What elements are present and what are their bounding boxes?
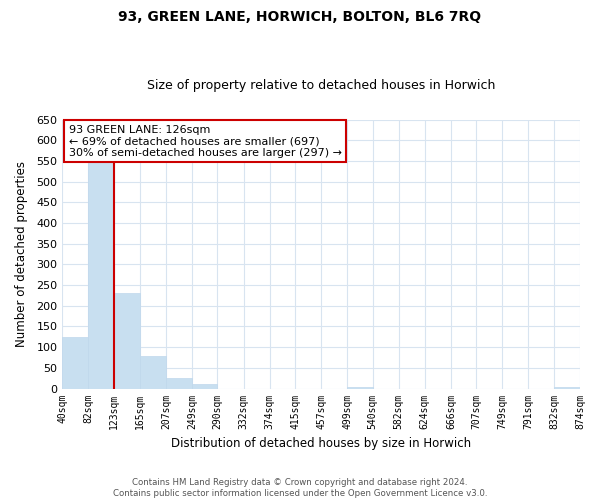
Text: Contains HM Land Registry data © Crown copyright and database right 2024.
Contai: Contains HM Land Registry data © Crown c…	[113, 478, 487, 498]
Title: Size of property relative to detached houses in Horwich: Size of property relative to detached ho…	[147, 79, 496, 92]
Y-axis label: Number of detached properties: Number of detached properties	[15, 161, 28, 347]
Bar	[140, 356, 166, 388]
Bar	[166, 378, 192, 388]
Text: 93 GREEN LANE: 126sqm
← 69% of detached houses are smaller (697)
30% of semi-det: 93 GREEN LANE: 126sqm ← 69% of detached …	[68, 124, 341, 158]
Bar	[88, 163, 114, 388]
Bar	[114, 294, 140, 388]
Bar	[62, 337, 88, 388]
Text: 93, GREEN LANE, HORWICH, BOLTON, BL6 7RQ: 93, GREEN LANE, HORWICH, BOLTON, BL6 7RQ	[118, 10, 482, 24]
X-axis label: Distribution of detached houses by size in Horwich: Distribution of detached houses by size …	[171, 437, 471, 450]
Bar	[192, 384, 217, 388]
